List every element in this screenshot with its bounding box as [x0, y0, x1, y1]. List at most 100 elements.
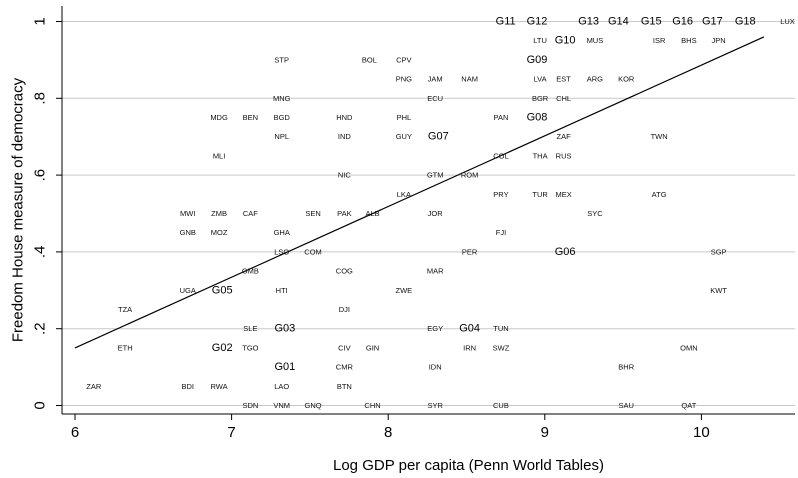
country-point-label: LVA	[534, 75, 547, 84]
country-point-label: COL	[493, 151, 508, 160]
country-point-label: MEX	[555, 190, 571, 199]
country-point-label: LKA	[397, 190, 411, 199]
group-point-label: G06	[555, 246, 576, 258]
group-point-label: G09	[527, 54, 548, 66]
group-point-label: G13	[578, 16, 599, 28]
country-point-label: ECU	[427, 94, 443, 103]
gridlines	[62, 21, 795, 406]
country-point-label: CAF	[243, 209, 258, 218]
country-point-label: UGA	[180, 286, 196, 295]
country-point-label: CIV	[338, 343, 351, 352]
country-point-label: ZWE	[396, 286, 413, 295]
country-point-label: BGR	[532, 94, 549, 103]
group-point-label: G11	[496, 16, 516, 28]
data-labels: G11 G12 G13 G14 G15 G16 G17 G18 LUX LTU G10 MUS ISR B…	[86, 16, 795, 411]
country-point-label: MOZ	[211, 228, 228, 237]
country-point-label: ROM	[461, 171, 479, 180]
country-point-label: KOR	[618, 75, 635, 84]
y-tick-label: 1	[32, 17, 49, 25]
country-point-label: BHR	[618, 363, 634, 372]
x-tick-label: 7	[227, 424, 235, 441]
country-point-label: MLI	[213, 151, 226, 160]
country-point-label: GHA	[274, 228, 290, 237]
y-tick-label: .4	[32, 246, 49, 259]
country-point-label: PAK	[337, 209, 351, 218]
group-point-label: G03	[274, 323, 295, 335]
country-point-label: JOR	[428, 209, 444, 218]
country-point-label: TUN	[493, 324, 508, 333]
group-point-label: G10	[555, 35, 576, 47]
country-point-label: COG	[336, 267, 353, 276]
country-point-label: PAN	[494, 113, 509, 122]
country-point-label: NIC	[338, 171, 352, 180]
country-point-label: SYC	[587, 209, 603, 218]
country-point-label: RWA	[211, 382, 228, 391]
y-tick-label: .2	[32, 322, 49, 335]
country-point-label: BHS	[681, 36, 696, 45]
country-point-label: MAR	[427, 267, 444, 276]
x-tick-label: 6	[71, 424, 79, 441]
group-point-label: G18	[735, 16, 756, 28]
country-point-label: VNM	[273, 401, 290, 410]
country-point-label: TWN	[651, 132, 668, 141]
country-point-label: ATG	[652, 190, 667, 199]
country-point-label: RUS	[556, 151, 572, 160]
country-point-label: JPN	[712, 36, 726, 45]
y-axis-title: Freedom House measure of democracy	[10, 77, 27, 342]
country-point-label: MWI	[180, 209, 195, 218]
country-point-label: CUB	[493, 401, 509, 410]
country-point-label: SAU	[619, 401, 634, 410]
country-point-label: FJI	[496, 228, 506, 237]
country-point-label: TUR	[532, 190, 548, 199]
group-point-label: G01	[274, 361, 295, 373]
country-point-label: EST	[556, 75, 571, 84]
country-point-label: OMN	[680, 343, 698, 352]
group-point-label: G17	[702, 16, 723, 28]
country-point-label: THA	[533, 151, 548, 160]
country-point-label: LUX	[780, 17, 795, 26]
country-point-label: GNB	[180, 228, 196, 237]
y-tick-label: .6	[32, 169, 49, 182]
country-point-label: PNG	[396, 75, 412, 84]
country-point-label: SGP	[711, 247, 727, 256]
country-point-label: PRY	[493, 190, 508, 199]
axes	[61, 6, 795, 415]
country-point-label: LAO	[274, 382, 289, 391]
y-tick-label: 0	[32, 401, 49, 409]
country-point-label: PHL	[397, 113, 412, 122]
y-tick-label: .8	[32, 92, 49, 105]
country-point-label: QAT	[681, 401, 696, 410]
country-point-label: BDI	[181, 382, 194, 391]
country-point-label: MDG	[210, 113, 228, 122]
country-point-label: COM	[304, 247, 322, 256]
country-point-label: GMB	[242, 267, 259, 276]
country-point-label: ZMB	[211, 209, 227, 218]
x-tick-label: 9	[541, 424, 549, 441]
country-point-label: CMR	[336, 363, 354, 372]
country-point-label: HTI	[276, 286, 288, 295]
country-point-label: ZAF	[557, 132, 572, 141]
country-point-label: ZAR	[86, 382, 102, 391]
country-point-label: SDN	[242, 401, 258, 410]
country-point-label: DJI	[339, 305, 350, 314]
country-point-label: IRN	[463, 343, 476, 352]
country-point-label: IDN	[429, 363, 442, 372]
group-point-label: G12	[527, 16, 548, 28]
country-point-label: NAM	[461, 75, 478, 84]
country-point-label: LTU	[533, 36, 547, 45]
country-point-label: ALB	[365, 209, 379, 218]
group-point-label: G07	[428, 131, 449, 143]
country-point-label: SEN	[305, 209, 320, 218]
fitted-line	[74, 36, 765, 349]
country-point-label: MNG	[273, 94, 291, 103]
country-point-label: CPV	[396, 55, 411, 64]
x-tick-label: 10	[693, 424, 710, 441]
country-point-label: STP	[274, 55, 289, 64]
country-point-label: SWZ	[493, 343, 510, 352]
country-point-label: CHN	[364, 401, 380, 410]
group-point-label: G04	[459, 323, 480, 335]
country-point-label: EGY	[427, 324, 443, 333]
country-point-label: ARG	[587, 75, 603, 84]
country-point-label: BGD	[274, 113, 291, 122]
